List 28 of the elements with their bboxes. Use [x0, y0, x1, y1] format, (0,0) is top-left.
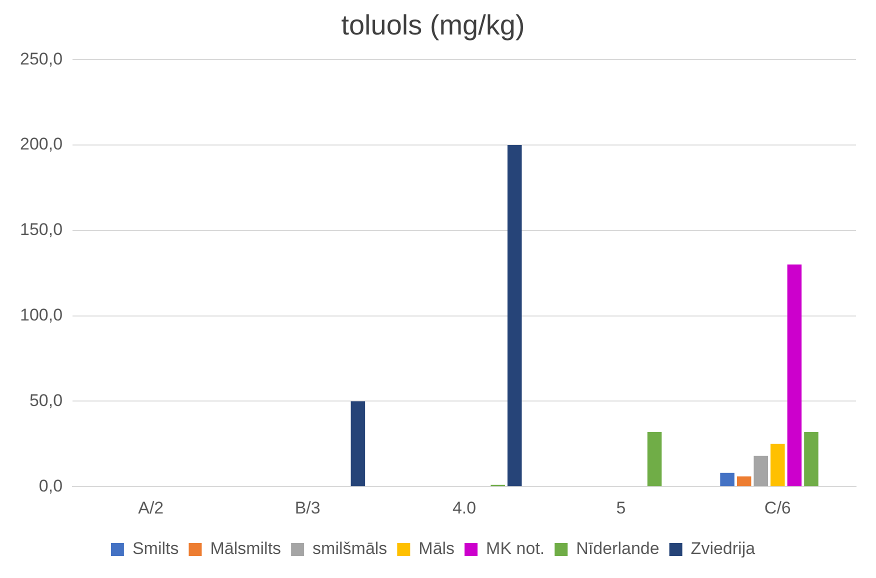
- y-tick-label: 50,0: [29, 390, 63, 410]
- bar: [770, 444, 785, 486]
- x-tick-label: C/6: [764, 498, 791, 518]
- y-tick-label: 250,0: [20, 49, 63, 68]
- bar: [736, 476, 752, 486]
- bar: [350, 401, 366, 486]
- bar: [720, 472, 734, 486]
- x-tick-label: A/2: [138, 498, 164, 518]
- legend-label: MK not.: [486, 539, 545, 558]
- legend-label: Māls: [418, 539, 455, 558]
- legend-label: Zviedrija: [690, 539, 756, 558]
- x-tick-label: 5: [616, 498, 626, 518]
- legend-label: Smilts: [132, 539, 179, 558]
- x-tick-label: 4.0: [452, 498, 476, 518]
- chart-title: toluols (mg/kg): [341, 10, 525, 41]
- bar: [804, 432, 818, 486]
- bar: [787, 264, 802, 486]
- y-tick-label: 200,0: [20, 134, 63, 154]
- y-tick-label: 0,0: [38, 476, 63, 496]
- bar: [754, 456, 768, 486]
- legend-label: Mālsmilts: [210, 539, 282, 558]
- legend-label: Nīderlande: [576, 539, 660, 558]
- x-tick-label: B/3: [294, 498, 320, 518]
- legend-label: smilšmāls: [312, 539, 388, 558]
- bar: [508, 145, 522, 486]
- y-tick-label: 150,0: [20, 220, 63, 240]
- y-tick-label: 100,0: [20, 305, 63, 324]
- bar: [647, 432, 662, 486]
